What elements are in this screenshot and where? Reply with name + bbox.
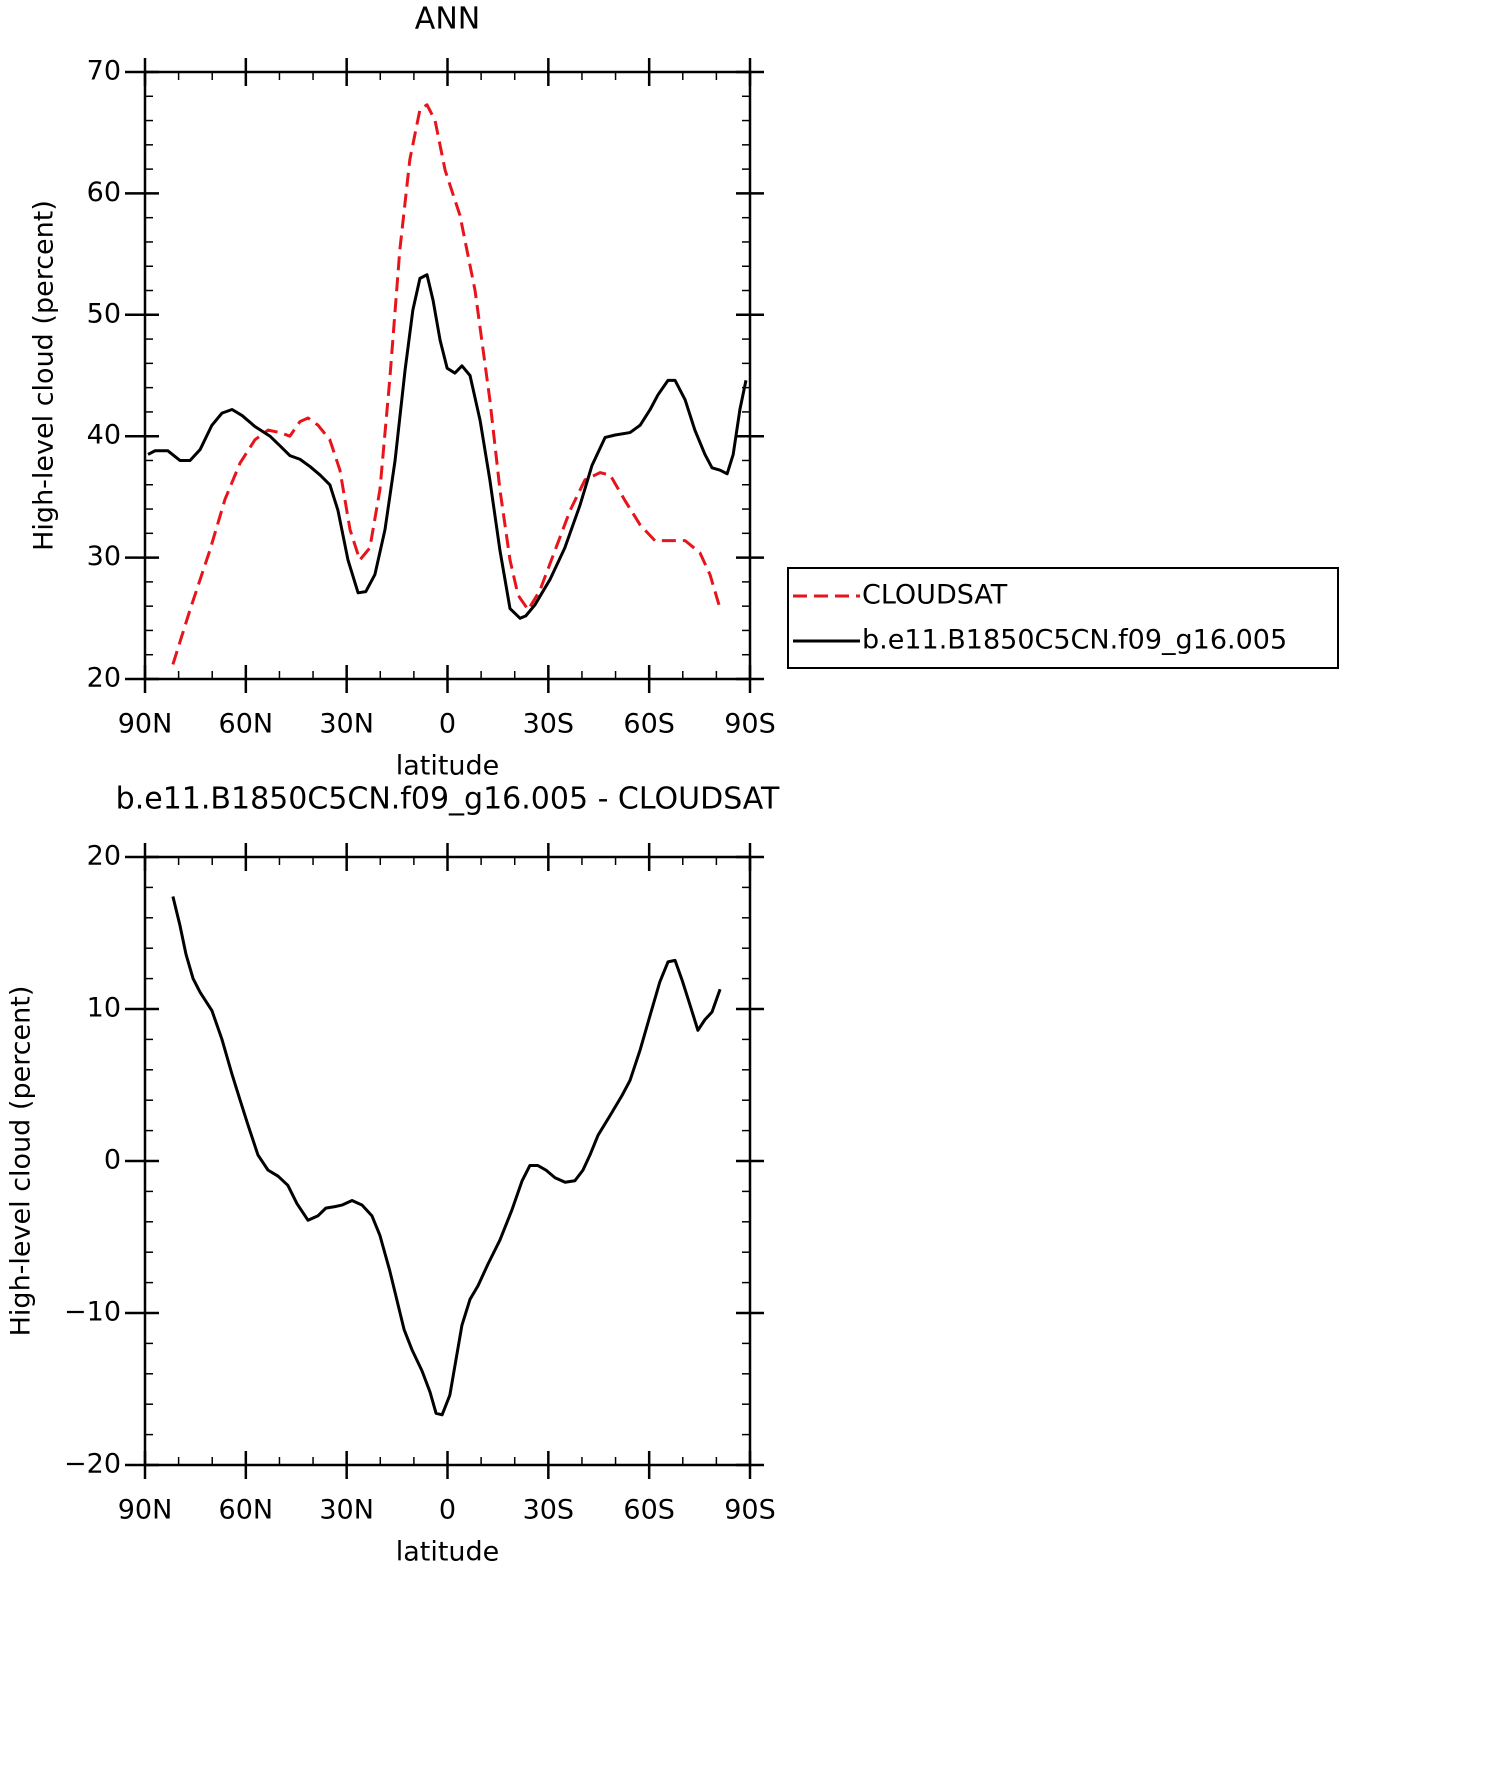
y-tick-label: −20 (64, 1449, 121, 1480)
data-line (147, 273, 748, 620)
y-tick-label: 20 (87, 663, 121, 694)
x-tick-label: 90N (118, 1495, 173, 1526)
data-line (171, 103, 722, 665)
legend-label: b.e11.B1850C5CN.f09_g16.005 (862, 625, 1287, 656)
chart-title: b.e11.B1850C5CN.f09_g16.005 - CLOUDSAT (116, 782, 780, 817)
y-tick-label: 0 (104, 1145, 121, 1176)
x-tick-label: 30S (523, 709, 575, 740)
x-axis-label: latitude (396, 751, 500, 782)
y-axis-label: High-level cloud (percent) (29, 200, 60, 551)
chart-title: ANN (415, 2, 480, 37)
y-tick-label: −10 (64, 1297, 121, 1328)
x-tick-label: 60S (623, 1495, 675, 1526)
x-tick-label: 30N (319, 1495, 374, 1526)
x-tick-label: 90S (724, 1495, 776, 1526)
x-tick-label: 30N (319, 709, 374, 740)
y-tick-label: 20 (87, 841, 121, 872)
legend: CLOUDSAT b.e11.B1850C5CN.f09_g16.005 (787, 567, 1339, 669)
legend-label: CLOUDSAT (862, 580, 1008, 611)
y-tick-label: 40 (87, 420, 121, 451)
x-tick-label: 90S (724, 709, 776, 740)
y-axis-label: High-level cloud (percent) (6, 986, 37, 1337)
x-tick-label: 60S (623, 709, 675, 740)
y-tick-label: 30 (87, 541, 121, 572)
y-tick-label: 50 (87, 298, 121, 329)
x-tick-label: 60N (219, 1495, 274, 1526)
y-tick-label: 60 (87, 177, 121, 208)
plot-frame (143, 70, 752, 681)
x-tick-label: 60N (219, 709, 274, 740)
x-tick-label: 0 (439, 709, 456, 740)
x-axis-label: latitude (396, 1537, 500, 1568)
x-tick-label: 0 (439, 1495, 456, 1526)
x-tick-label: 30S (523, 1495, 575, 1526)
x-tick-label: 90N (118, 709, 173, 740)
plot-frame (143, 855, 752, 1467)
legend-box (787, 567, 1339, 669)
y-tick-label: 10 (87, 993, 121, 1024)
y-tick-label: 70 (87, 56, 121, 87)
data-line (171, 896, 722, 1417)
